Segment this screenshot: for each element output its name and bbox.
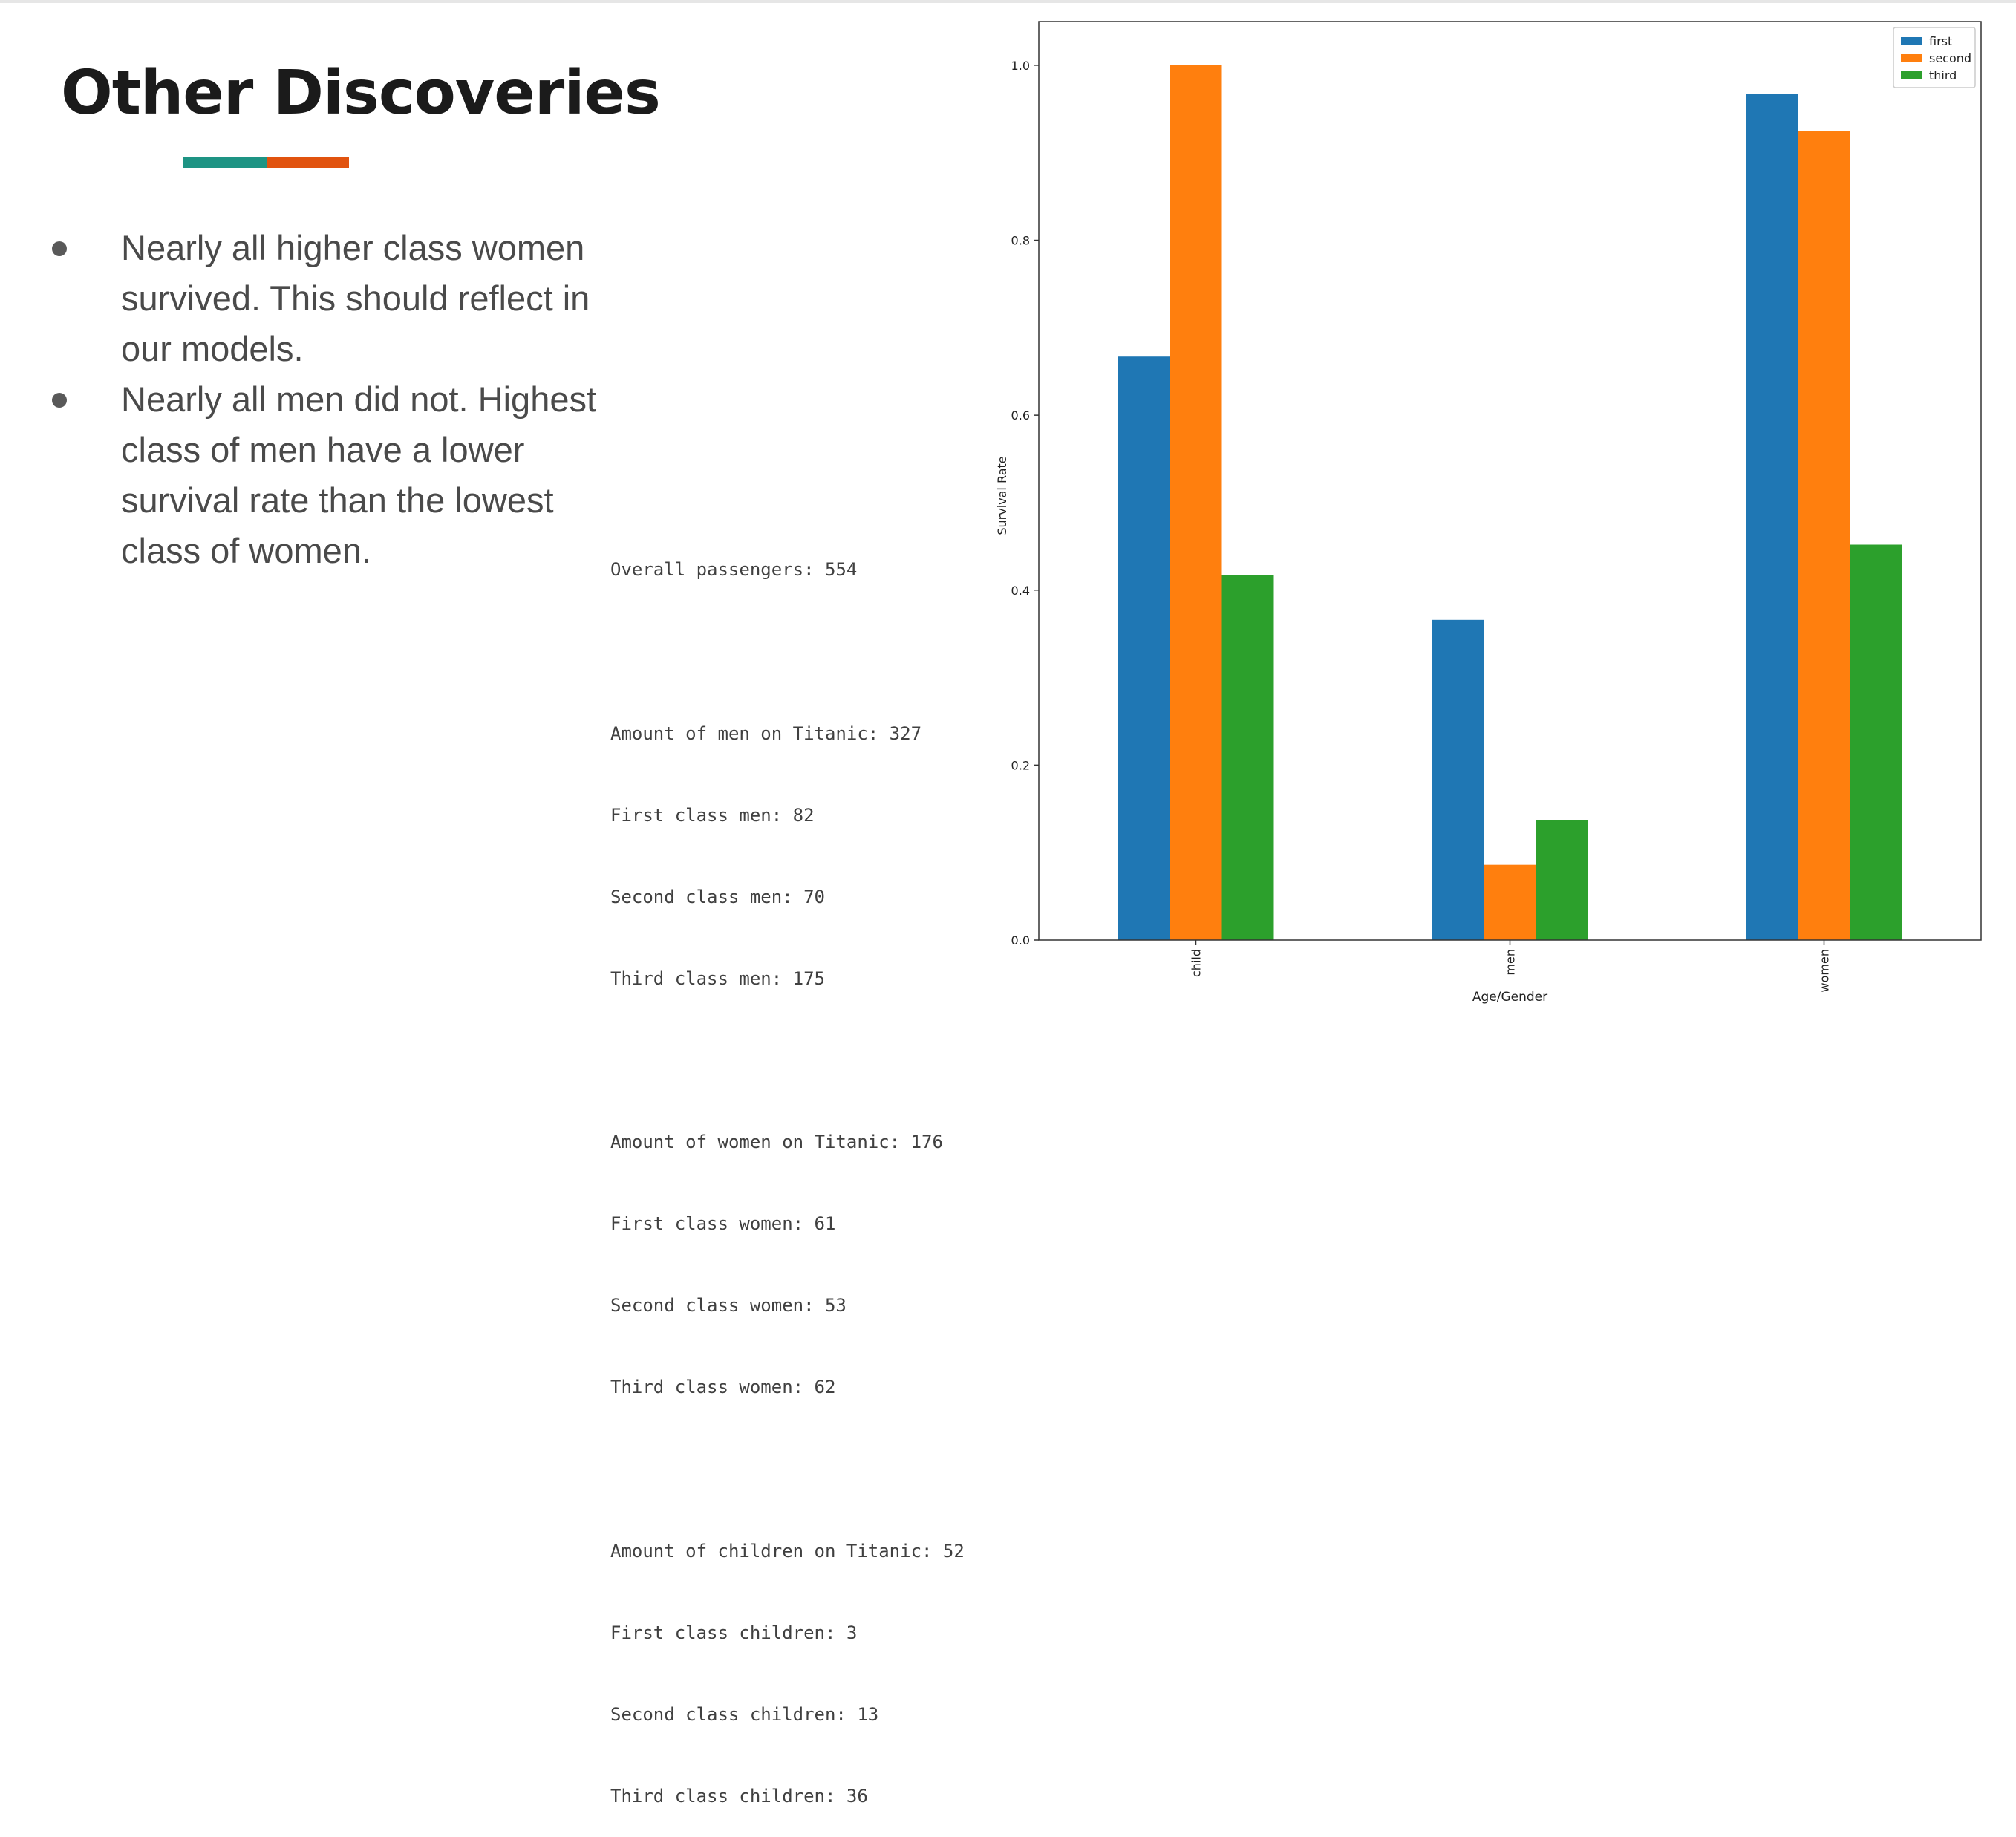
bar-third-child <box>1221 575 1274 940</box>
stats-line: Third class women: 62 <box>610 1377 836 1398</box>
y-tick-label: 0.6 <box>1011 408 1030 422</box>
y-tick-label: 0.0 <box>1011 933 1030 947</box>
passenger-stats: Overall passengers: 554 Amount of men on… <box>610 502 996 1837</box>
bullet-dot-icon <box>52 241 67 256</box>
legend-label-second: second <box>1929 51 1971 65</box>
bullet-dot-icon <box>52 393 67 408</box>
y-tick-label: 1.0 <box>1011 59 1030 73</box>
y-axis-label: Survival Rate <box>995 456 1009 535</box>
legend-label-first: first <box>1929 34 1952 48</box>
y-tick-label: 0.2 <box>1011 758 1030 772</box>
stats-line: Third class children: 36 <box>610 1785 868 1807</box>
bar-second-men <box>1484 864 1536 940</box>
y-tick-label: 0.8 <box>1011 234 1030 248</box>
stats-line: Second class men: 70 <box>610 886 825 907</box>
survival-rate-bar-chart: 0.0 0.2 0.4 0.6 0.8 1.0 child men women Age/Gende… <box>995 21 1982 1005</box>
stats-line: First class men: 82 <box>610 804 815 826</box>
bullet-item: Nearly all men did not. Highest class of… <box>45 374 639 576</box>
bar-first-child <box>1118 356 1170 941</box>
y-tick-label: 0.4 <box>1011 584 1030 598</box>
legend-swatch-third <box>1901 71 1922 79</box>
stats-line: Third class men: 175 <box>610 968 825 989</box>
x-tick-label: women <box>1818 949 1832 992</box>
x-axis-label: Age/Gender <box>1472 990 1547 1005</box>
stats-line: First class women: 61 <box>610 1213 836 1235</box>
title-underline-teal <box>183 157 267 168</box>
slide-title: Other Discoveries <box>61 58 661 128</box>
bar-second-women <box>1798 131 1850 940</box>
bullet-text: Nearly all men did not. Highest class of… <box>121 379 597 570</box>
bar-first-women <box>1746 94 1798 941</box>
x-tick-label: men <box>1504 949 1518 976</box>
plot-frame <box>1038 21 1982 941</box>
bar-third-men <box>1536 820 1588 940</box>
title-underline-orange <box>267 157 349 168</box>
legend-swatch-first <box>1901 37 1922 45</box>
bar-second-child <box>1170 65 1222 940</box>
stats-line: First class children: 3 <box>610 1622 858 1643</box>
bar-third-women <box>1850 544 1902 940</box>
bar-first-men <box>1432 619 1484 940</box>
legend-label-third: third <box>1929 68 1957 82</box>
stats-line: Amount of children on Titanic: 52 <box>610 1540 965 1562</box>
stats-line: Amount of women on Titanic: 176 <box>610 1132 943 1153</box>
stats-line: Overall passengers: 554 <box>610 559 858 581</box>
bullet-text: Nearly all higher class women survived. … <box>121 228 590 368</box>
x-tick-label: child <box>1190 949 1204 977</box>
stats-line <box>610 1455 996 1483</box>
stats-line <box>610 639 996 666</box>
stats-line: Amount of men on Titanic: 327 <box>610 722 922 744</box>
top-border <box>0 0 2016 3</box>
legend-swatch-second <box>1901 54 1922 62</box>
stats-line: Second class children: 13 <box>610 1703 879 1725</box>
stats-line <box>610 1047 996 1074</box>
bullet-item: Nearly all higher class women survived. … <box>45 223 639 374</box>
bullet-list: Nearly all higher class women survived. … <box>45 223 639 576</box>
stats-line: Second class women: 53 <box>610 1295 846 1316</box>
